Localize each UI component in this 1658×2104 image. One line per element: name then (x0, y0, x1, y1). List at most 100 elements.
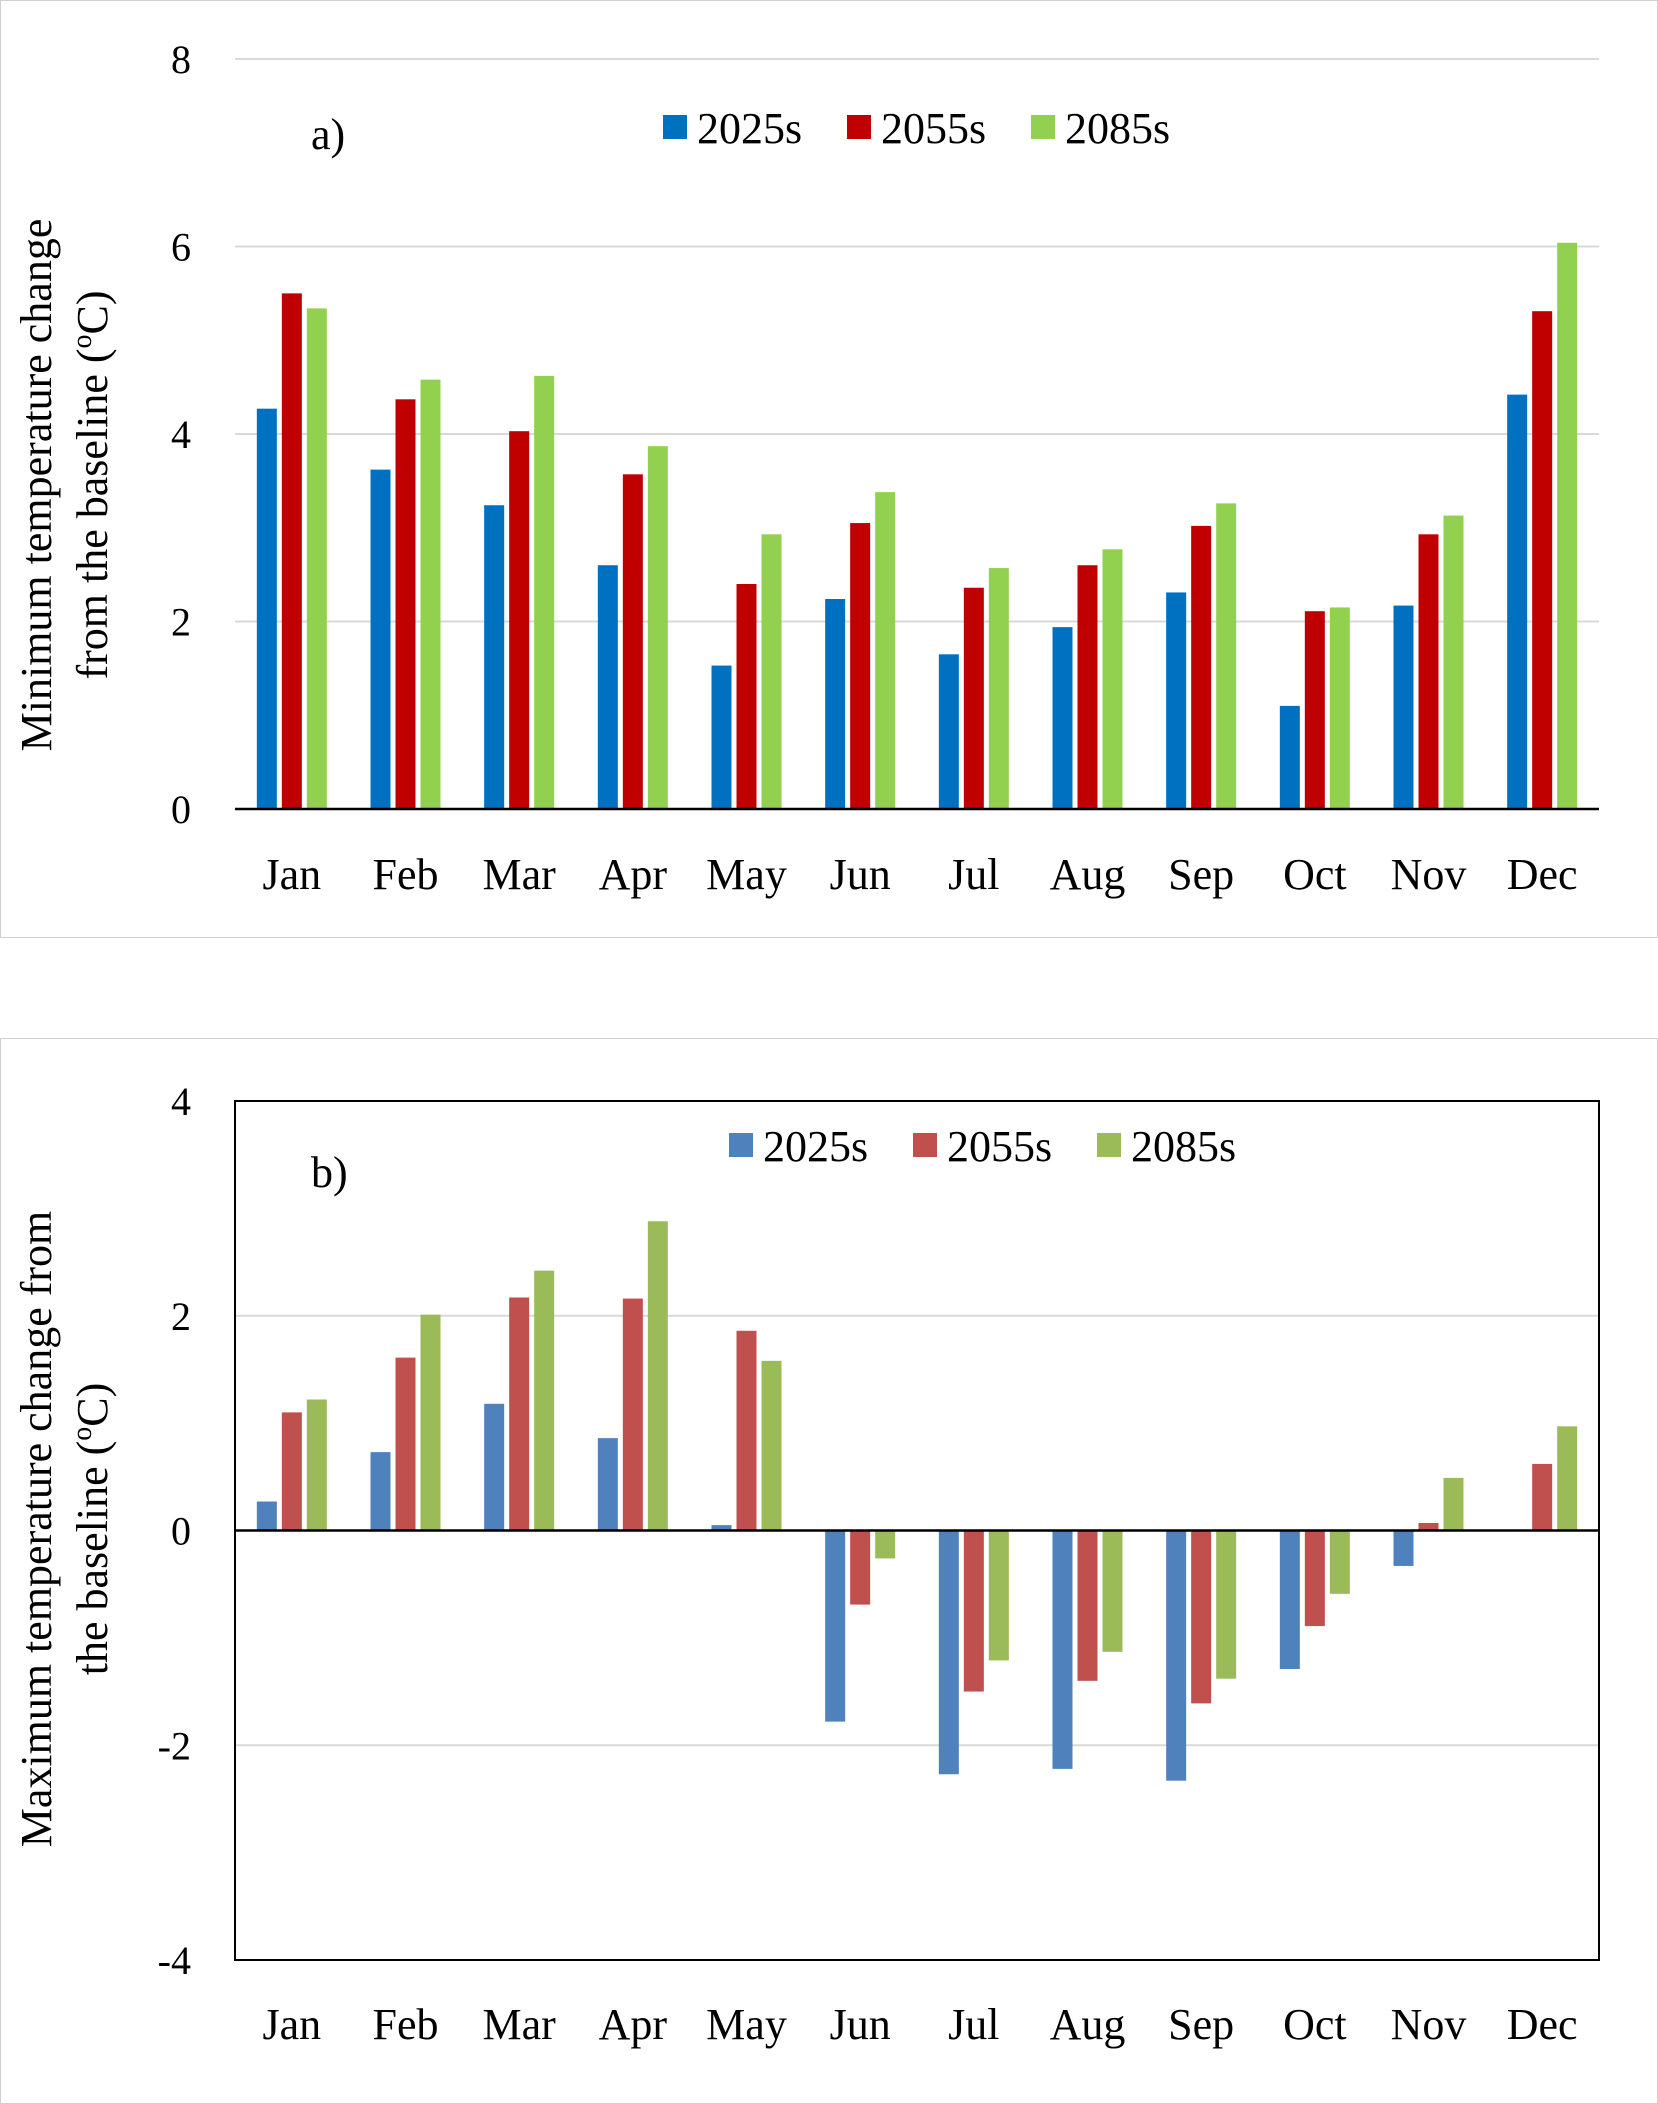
chart-a-bar-2055s-feb (395, 399, 416, 809)
chart-b-bar-2025s-may (711, 1525, 732, 1531)
chart-b-bar-2055s-mar (509, 1297, 530, 1531)
chart-a-bar-2025s-oct (1279, 705, 1300, 809)
chart-a-svg: 0 2 4 6 8 Jan Feb Mar Apr May Jun Jul Aug Sep Oct Nov De… (12, 37, 1599, 899)
chart-b-bar-2085s-dec (1557, 1426, 1578, 1531)
chart-a-bar-2085s-mar (534, 375, 555, 809)
chart-a-bar-2025s-mar (484, 505, 505, 809)
chart-a-bar-2085s-dec (1557, 242, 1578, 809)
chart-b-legend-swatch-2085s (1097, 1133, 1121, 1157)
chart-panel-b: -4 -2 0 2 4 Jan Feb Mar Apr May Jun Jul Aug Sep Oct Nov… (0, 1038, 1658, 2104)
chart-a-panel-label: a) (311, 110, 345, 159)
chart-b-xtick-label: Jul (948, 2000, 999, 2049)
chart-a-legend-label-2085s: 2085s (1065, 104, 1170, 153)
chart-b-bar-2025s-jun (825, 1530, 846, 1722)
chart-a-bar-2055s-apr (622, 474, 643, 809)
chart-b-bar-2055s-dec (1532, 1463, 1553, 1531)
chart-b-xtick-label: Nov (1391, 2000, 1467, 2049)
chart-b-bar-2055s-jul (963, 1530, 984, 1692)
chart-a-xtick-label: Jun (830, 850, 891, 899)
chart-b-bar-2055s-apr (622, 1298, 643, 1531)
chart-a-bar-2085s-jan (306, 308, 327, 809)
chart-a-xtick-label: May (706, 850, 787, 899)
chart-a-xtick-label: Oct (1283, 850, 1347, 899)
chart-b-xtick-label: Mar (483, 2000, 557, 2049)
chart-b-ylabel-line2: the baseline (oC) (67, 1383, 117, 1676)
chart-b-bar-2085s-jan (306, 1399, 327, 1531)
chart-b-bar-2085s-jul (988, 1530, 1009, 1661)
chart-a-ytick-label: 8 (171, 37, 191, 82)
chart-a-bar-2085s-jul (988, 568, 1009, 809)
chart-a-bar-2055s-nov (1418, 534, 1439, 809)
chart-a-bar-2025s-nov (1393, 605, 1414, 809)
chart-a-xtick-label: Dec (1507, 850, 1578, 899)
chart-a-bar-2085s-sep (1216, 503, 1237, 809)
chart-a-bar-2085s-oct (1329, 607, 1350, 809)
chart-b-ylabel: Maximum temperature change from the basel… (12, 1211, 117, 1848)
chart-a-xtick-label: Feb (373, 850, 439, 899)
chart-b-xtick-label: Sep (1168, 2000, 1234, 2049)
chart-a-legend-swatch-2055s (847, 115, 871, 139)
chart-b-legend-label-2025s: 2025s (763, 1122, 868, 1171)
chart-a-bar-2055s-jan (281, 293, 302, 809)
chart-b-bar-2025s-aug (1052, 1530, 1073, 1769)
chart-b-bar-2025s-apr (597, 1438, 618, 1531)
chart-a-bar-2025s-apr (597, 565, 618, 809)
chart-a-bar-2025s-dec (1507, 394, 1528, 809)
chart-a-bar-2085s-nov (1443, 515, 1464, 809)
chart-b-xtick-label: Aug (1050, 2000, 1126, 2049)
chart-b-bar-2025s-jan (256, 1501, 277, 1531)
chart-a-legend-swatch-2025s (663, 115, 687, 139)
chart-a-bar-2055s-jun (850, 523, 871, 809)
chart-a-bar-2085s-feb (420, 379, 441, 809)
chart-b-ytick-label: 2 (171, 1294, 191, 1339)
chart-a-bar-2025s-may (711, 665, 732, 809)
chart-a-legend-label-2055s: 2055s (881, 104, 986, 153)
chart-b-legend-label-2085s: 2085s (1131, 1122, 1236, 1171)
chart-b-bar-2025s-jul (938, 1530, 959, 1775)
chart-b-bar-2085s-jun (875, 1530, 896, 1559)
chart-b-bar-2085s-feb (420, 1314, 441, 1531)
chart-a-xtick-label: Jul (948, 850, 999, 899)
chart-b-bar-2055s-oct (1304, 1530, 1325, 1627)
chart-b-xtick-label: Dec (1507, 2000, 1578, 2049)
chart-a-bar-2055s-aug (1077, 565, 1098, 809)
chart-b-xtick-label: Jun (830, 2000, 891, 2049)
chart-b-legend-label-2055s: 2055s (947, 1122, 1052, 1171)
chart-a-bar-2055s-jul (963, 587, 984, 809)
chart-b-ylabel-line1: Maximum temperature change from (12, 1211, 61, 1848)
chart-panel-a: 0 2 4 6 8 Jan Feb Mar Apr May Jun Jul Aug Sep Oct Nov De… (0, 0, 1658, 938)
chart-a-ytick-label: 6 (171, 225, 191, 270)
chart-b-legend-swatch-2055s (913, 1133, 937, 1157)
chart-a-bar-2025s-feb (370, 469, 391, 809)
chart-a-ytick-label: 2 (171, 600, 191, 645)
chart-a-bar-2055s-sep (1191, 525, 1212, 809)
chart-a-bar-2025s-aug (1052, 627, 1073, 809)
chart-b-bar-2055s-sep (1191, 1530, 1212, 1704)
chart-a-xtick-label: Nov (1391, 850, 1467, 899)
chart-b-ytick-label: -2 (158, 1723, 191, 1768)
chart-a-bar-2055s-may (736, 584, 757, 809)
chart-a-bar-2085s-jun (875, 492, 896, 809)
chart-b-panel-label: b) (311, 1148, 348, 1197)
chart-b-xtick-label: May (706, 2000, 787, 2049)
chart-a-legend-swatch-2085s (1031, 115, 1055, 139)
chart-b-bar-2085s-apr (647, 1221, 668, 1531)
chart-b-svg: -4 -2 0 2 4 Jan Feb Mar Apr May Jun Jul Aug Sep Oct Nov… (12, 1079, 1600, 2049)
chart-a-xtick-label: Sep (1168, 850, 1234, 899)
chart-b-ytick-label: -4 (158, 1938, 191, 1983)
chart-a-bar-2025s-sep (1166, 592, 1187, 809)
chart-b-bar-2055s-feb (395, 1357, 416, 1531)
chart-a-bar-2085s-apr (647, 446, 668, 809)
chart-b-legend-swatch-2025s (729, 1133, 753, 1157)
chart-b-bar-2085s-sep (1216, 1530, 1237, 1679)
chart-b-xtick-label: Feb (373, 2000, 439, 2049)
chart-b-bar-2055s-aug (1077, 1530, 1098, 1681)
chart-a-ylabel: Minimum temperature change from the basel… (12, 219, 117, 752)
chart-b-bar-2085s-oct (1329, 1530, 1350, 1594)
chart-a-ylabel-line2: from the baseline (oC) (67, 290, 117, 679)
chart-a-legend-label-2025s: 2025s (697, 104, 802, 153)
chart-a-ytick-label: 4 (171, 412, 191, 457)
chart-a-bar-2025s-jan (256, 408, 277, 809)
chart-a-xtick-label: Jan (263, 850, 322, 899)
chart-a-xtick-label: Aug (1050, 850, 1126, 899)
